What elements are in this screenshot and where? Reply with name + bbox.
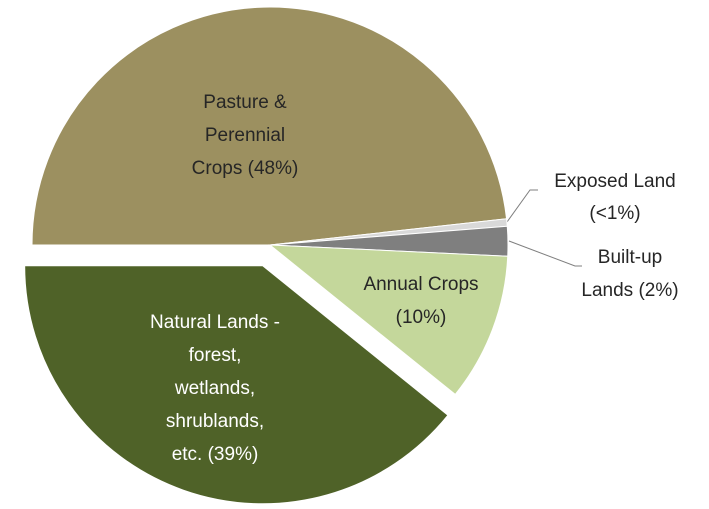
slice-label: Pasture &: [203, 92, 287, 113]
slice-label: Natural Lands -: [150, 312, 280, 333]
leader-line: [506, 189, 538, 223]
slice-label: Built-up: [598, 247, 662, 268]
pie: [24, 6, 509, 505]
slice-label: Lands (2%): [581, 280, 678, 301]
slice-label: Annual Crops: [363, 274, 478, 295]
slice-label: Exposed Land: [554, 171, 676, 192]
pie-slice: [24, 265, 449, 505]
slice-label: wetlands,: [174, 378, 255, 399]
slice-label: (10%): [396, 307, 447, 328]
slice-label: (<1%): [589, 203, 640, 224]
slice-label: shrublands,: [166, 411, 264, 432]
pie-slice: [268, 244, 509, 396]
slice-label: forest,: [189, 345, 242, 366]
leader-line: [508, 240, 582, 267]
pie-slice: [31, 6, 508, 246]
slice-label: etc. (39%): [172, 444, 259, 465]
slice-label: Crops (48%): [192, 158, 299, 179]
slice-label: Perennial: [205, 125, 285, 146]
